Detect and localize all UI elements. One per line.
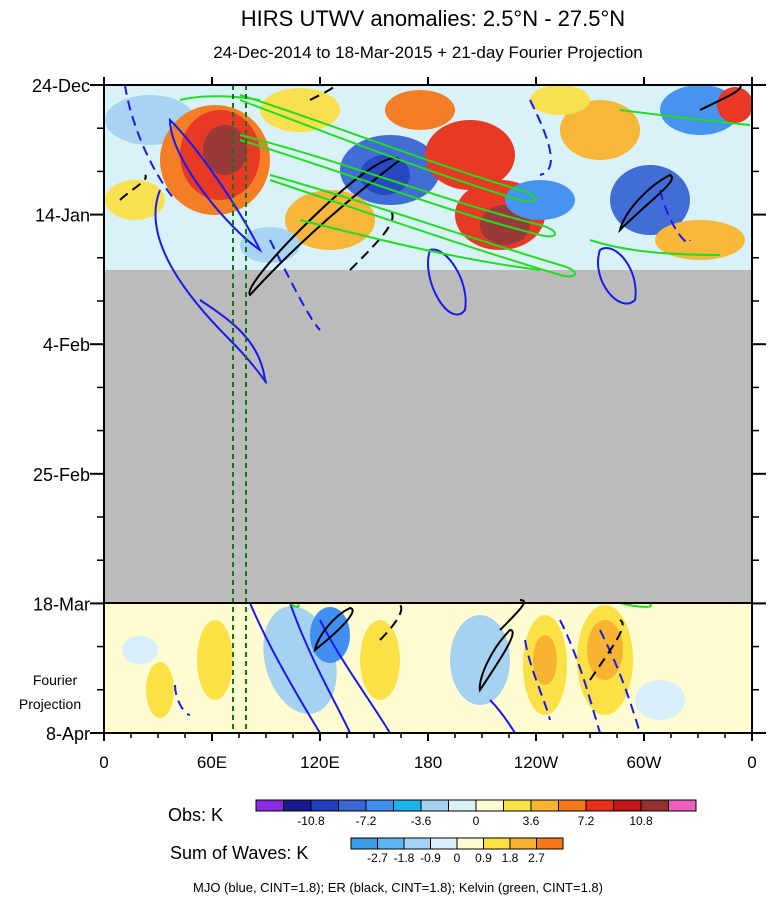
- x-tick-label: 60E: [197, 753, 227, 772]
- colorbar-box: [475, 799, 504, 812]
- colorbar-box: [338, 799, 367, 812]
- colorbar-box: [585, 799, 614, 812]
- colorbar-box: [640, 799, 669, 812]
- colorbar-box: [255, 799, 284, 812]
- x-tick-label: 120W: [514, 753, 558, 772]
- colorbar-tick-label: -10.8: [297, 814, 325, 828]
- colorbar-box: [509, 837, 537, 850]
- fourier-label: Fourier: [33, 672, 78, 688]
- waves-colorbar-label: Sum of Waves: K: [170, 843, 308, 863]
- missing-data-region: [104, 270, 752, 603]
- footnote: MJO (blue, CINT=1.8); ER (black, CINT=1.…: [193, 880, 603, 895]
- colorbar-tick-label: 10.8: [629, 814, 653, 828]
- colorbar-box: [310, 799, 339, 812]
- obs-heatmap: [104, 85, 752, 270]
- colorbar-box: [530, 799, 559, 812]
- colorbar-box: [668, 799, 697, 812]
- colorbar-box: [456, 837, 484, 850]
- colorbar-box: [420, 799, 449, 812]
- x-tick-label: 60W: [627, 753, 662, 772]
- colorbar-box: [483, 837, 511, 850]
- axes: 0 60E 120E 180 120W 60W 0 24-Dec 14-Jan 4-Feb 25-F…: [32, 76, 766, 772]
- colorbar-tick-label: 1.8: [502, 851, 519, 865]
- y-tick-label: 14-Jan: [35, 206, 90, 226]
- x-tick-label: 0: [99, 753, 108, 772]
- y-tick-label: 24-Dec: [32, 76, 90, 96]
- colorbar-tick-label: 0: [473, 814, 480, 828]
- colorbar-tick-label: -1.8: [394, 851, 415, 865]
- colorbar-tick-label: 2.7: [528, 851, 545, 865]
- er-contours: [119, 85, 742, 693]
- colorbar-box: [448, 799, 477, 812]
- chart-title: HIRS UTWV anomalies: 2.5°N - 27.5°N: [241, 6, 625, 31]
- colorbar-box: [377, 837, 405, 850]
- y-tick-label: 4-Feb: [43, 335, 90, 355]
- colorbar-box: [558, 799, 587, 812]
- projection-heatmap: [122, 605, 685, 720]
- x-tick-label: 180: [414, 753, 442, 772]
- plot-area: [103, 84, 753, 734]
- colorbar-tick-label: -0.9: [420, 851, 441, 865]
- colorbar-box: [430, 837, 458, 850]
- waves-colorbar-boxes: [350, 837, 564, 850]
- colorbar-box: [393, 799, 422, 812]
- x-tick-label: 120E: [300, 753, 340, 772]
- kelvin-contours: [179, 94, 751, 608]
- mjo-contours: [124, 85, 691, 733]
- colorbar-box: [403, 837, 431, 850]
- colorbar-box: [365, 799, 394, 812]
- colorbar-tick-label: 0: [454, 851, 461, 865]
- waves-colorbar: Sum of Waves: K -2.7 -1.8 -0.9 0 0.9 1.8 2.7: [170, 837, 564, 865]
- obs-colorbar-boxes: [255, 799, 697, 812]
- colorbar-tick-label: 3.6: [523, 814, 540, 828]
- colorbar-tick-label: 0.9: [475, 851, 492, 865]
- colorbar-box: [536, 837, 564, 850]
- y-tick-label: 25-Feb: [33, 465, 90, 485]
- colorbar-box: [283, 799, 312, 812]
- colorbar-tick-label: -7.2: [356, 814, 377, 828]
- obs-colorbar-label: Obs: K: [168, 805, 223, 825]
- colorbar-tick-label: 7.2: [578, 814, 595, 828]
- obs-colorbar: Obs: K -10.8 -7.2 -3.6 0 3.6 7.2 10.8: [168, 799, 697, 828]
- colorbar-box: [613, 799, 642, 812]
- colorbar-box: [503, 799, 532, 812]
- colorbar-tick-label: -3.6: [411, 814, 432, 828]
- waves-colorbar-ticks: -2.7 -1.8 -0.9 0 0.9 1.8 2.7: [367, 851, 545, 865]
- x-tick-label: 0: [747, 753, 756, 772]
- obs-colorbar-ticks: -10.8 -7.2 -3.6 0 3.6 7.2 10.8: [297, 814, 653, 828]
- chart-subtitle: 24-Dec-2014 to 18-Mar-2015 + 21-day Four…: [213, 43, 642, 62]
- y-tick-label: 8-Apr: [46, 724, 90, 744]
- y-tick-label: 18-Mar: [33, 594, 90, 614]
- colorbar-tick-label: -2.7: [367, 851, 388, 865]
- colorbar-box: [350, 837, 378, 850]
- projection-label: Projection: [19, 696, 81, 712]
- wave-contours: [119, 85, 751, 733]
